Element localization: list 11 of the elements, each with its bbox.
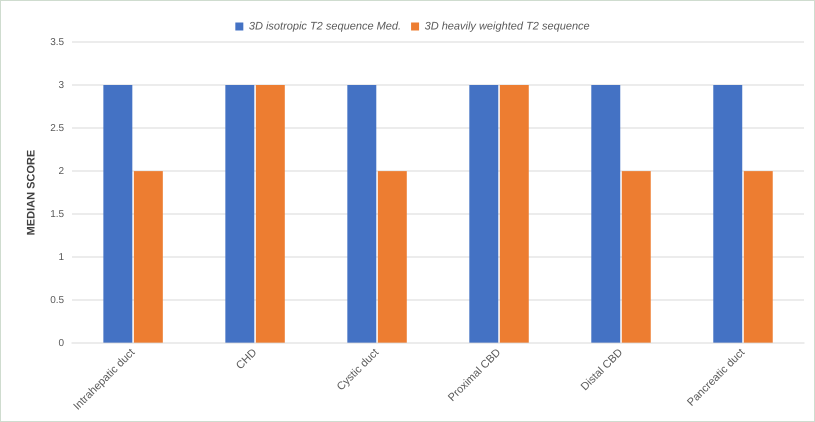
- y-tick-label: 1: [58, 252, 65, 263]
- y-tick-label: 0: [58, 338, 65, 349]
- y-tick-label: 1.5: [50, 208, 65, 220]
- y-tick-label: 2: [58, 166, 65, 177]
- legend-label: 3D isotropic T2 sequence Med.: [248, 20, 402, 33]
- legend-label: 3D heavily weighted T2 sequence: [424, 20, 590, 33]
- y-tick-label: 2.5: [50, 122, 65, 134]
- y-tick-label: 3: [58, 80, 65, 91]
- y-tick-label: 3.5: [50, 36, 65, 48]
- y-tick-label: 0.5: [50, 294, 65, 306]
- y-axis-title: MEDIAN SCORE: [26, 150, 38, 236]
